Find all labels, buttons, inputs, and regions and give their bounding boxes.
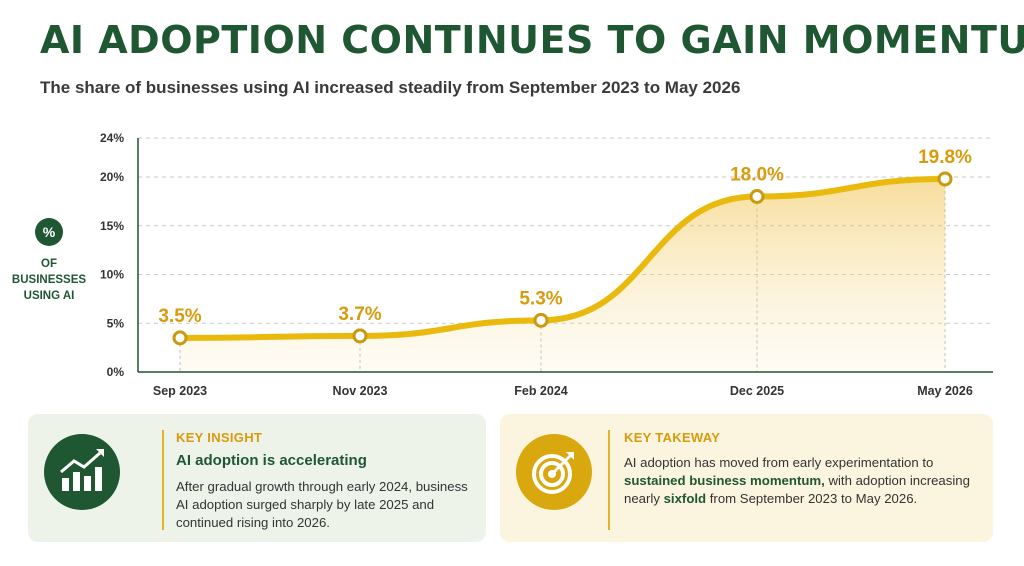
y-tick-label: 0% [107, 365, 125, 379]
key-takeaway-card: KEY TAKEWAY AI adoption has moved from e… [500, 414, 993, 542]
data-label: 5.3% [519, 288, 562, 309]
takeaway-emphasis-momentum: sustained business momentum, [624, 473, 825, 488]
y-axis-label: % OF BUSINESSES USING AI [8, 218, 90, 304]
x-tick-labels: Sep 2023 Nov 2023 Feb 2024 Dec 2025 May 2026 [153, 384, 973, 398]
data-label: 18.0% [730, 165, 784, 186]
data-points [172, 171, 953, 346]
x-tick-label: Feb 2024 [514, 384, 568, 398]
data-point [749, 189, 765, 204]
chart-axes [137, 138, 993, 373]
data-label: 3.7% [338, 304, 381, 325]
x-tick-label: Dec 2025 [730, 384, 784, 398]
adoption-line-chart: 0%5%10%15%20%24% 3.5% 3.7%5.3%18.0%19.8% … [100, 131, 993, 398]
page-title: AI ADOPTION CONTINUES TO GAIN MOMENTUM [40, 18, 1024, 62]
card-divider [162, 430, 164, 530]
x-tick-label: May 2026 [917, 384, 973, 398]
series-area [180, 178, 945, 372]
data-point [533, 312, 549, 328]
x-tick-label: Nov 2023 [333, 384, 388, 398]
page-subtitle: The share of businesses using AI increas… [40, 78, 741, 97]
data-label: 3.5% [158, 306, 201, 327]
percent-badge-icon: % [35, 218, 63, 246]
data-point [172, 330, 188, 346]
takeaway-text-3: from September 2023 to May 2026. [706, 491, 918, 506]
y-tick-label: 10% [100, 268, 124, 282]
y-tick-label: 15% [100, 219, 124, 233]
data-label: 19.8% [918, 147, 972, 168]
takeaway-text-2: with adoption increasing nearly [624, 473, 970, 506]
y-axis-label-text: OF BUSINESSES USING AI [11, 258, 87, 302]
key-takeaway-body: AI adoption has moved from early experim… [624, 454, 974, 508]
key-insight-heading: KEY INSIGHT [176, 430, 263, 445]
target-icon [516, 434, 592, 510]
series-line [177, 175, 948, 341]
y-tick-label: 5% [107, 316, 125, 330]
data-point [352, 328, 368, 344]
takeaway-emphasis-sixfold: sixfold [663, 491, 707, 506]
data-point [937, 171, 953, 187]
data-labels: 3.5% 3.7% 5.3% 18.0% 19.8% [158, 147, 972, 327]
key-insight-card: KEY INSIGHT AI adoption is accelerating … [28, 414, 486, 542]
key-insight-subheading: AI adoption is accelerating [176, 452, 367, 469]
key-takeaway-heading: KEY TAKEWAY [624, 430, 721, 445]
growth-chart-icon [44, 434, 120, 510]
y-tick-label: 20% [100, 170, 124, 184]
key-insight-body: After gradual growth through early 2024,… [176, 479, 468, 530]
y-tick-labels: 0% 5% 10% 15% 20% 24% [100, 131, 124, 379]
card-divider [608, 430, 610, 530]
x-tick-label: Sep 2023 [153, 384, 207, 398]
y-tick-label: 24% [100, 131, 124, 145]
takeaway-text-1: AI adoption has moved from early experim… [624, 455, 934, 470]
